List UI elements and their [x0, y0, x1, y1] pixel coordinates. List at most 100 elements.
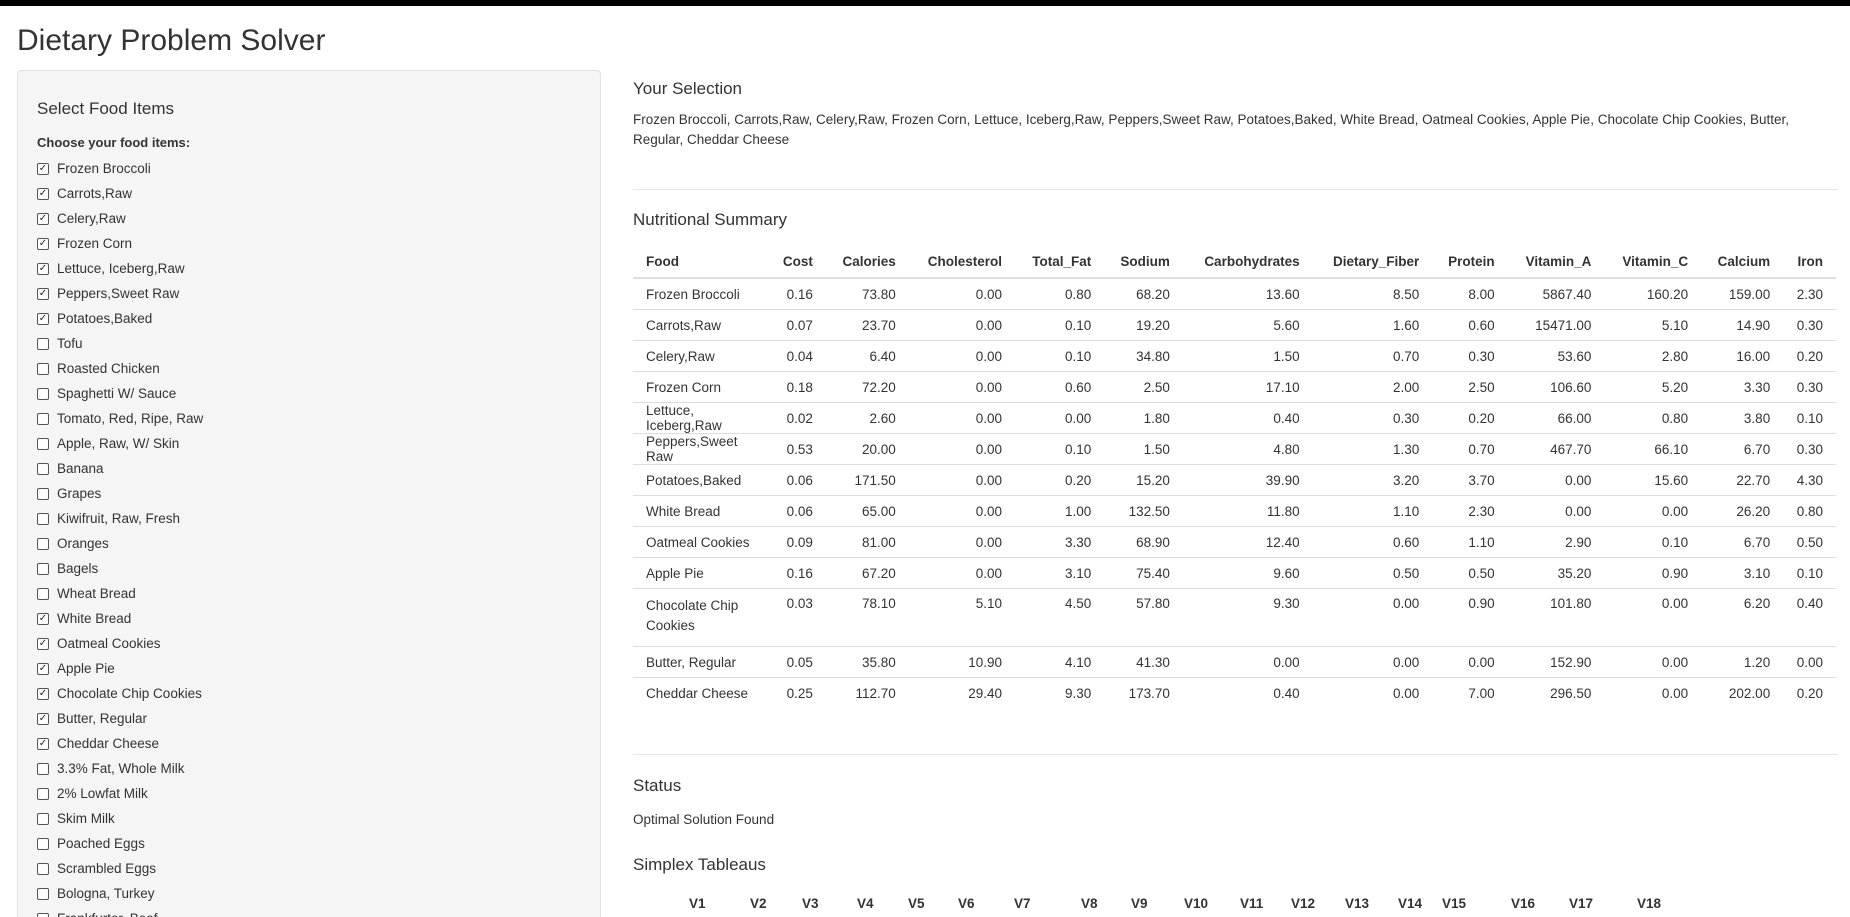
value-cell: 57.80 [1104, 588, 1183, 647]
food-checkbox-item[interactable]: ✓ Chocolate Chip Cookies [37, 681, 203, 706]
app-title: Dietary Problem Solver [17, 24, 326, 57]
food-checkbox-item[interactable]: ✓ Lettuce, Iceberg,Raw [37, 256, 203, 281]
food-checkbox-item[interactable]: ✓ Potatoes,Baked [37, 306, 203, 331]
divider [633, 189, 1838, 190]
checkbox-unchecked-icon[interactable] [37, 412, 49, 425]
checkbox-unchecked-icon[interactable] [37, 587, 49, 600]
checkbox-checked-icon[interactable]: ✓ [37, 212, 49, 225]
food-checkbox-item[interactable]: ✓ Apple Pie [37, 656, 203, 681]
checkbox-checked-icon[interactable]: ✓ [37, 612, 49, 625]
food-checkbox-item[interactable]: Bologna, Turkey [37, 881, 203, 906]
value-cell: 22.70 [1701, 464, 1784, 496]
food-checkbox-item[interactable]: ✓ Butter, Regular [37, 706, 203, 731]
checkbox-unchecked-icon[interactable] [37, 487, 49, 500]
food-checkbox-item[interactable]: ✓ Carrots,Raw [37, 181, 203, 206]
checkbox-checked-icon[interactable]: ✓ [37, 287, 49, 300]
value-cell: 0.30 [1783, 371, 1836, 403]
checkbox-checked-icon[interactable]: ✓ [37, 637, 49, 650]
value-cell: 0.00 [908, 277, 1015, 310]
food-item-label: Potatoes,Baked [57, 311, 153, 326]
food-name-cell: Celery,Raw [633, 340, 769, 372]
table-row: Lettuce, Iceberg,Raw 0.02 2.60 0.00 0.00 1.80… [633, 402, 1836, 434]
value-cell: 0.00 [908, 464, 1015, 496]
food-checkbox-item[interactable]: Banana [37, 456, 203, 481]
checkbox-checked-icon[interactable]: ✓ [37, 237, 49, 250]
value-cell: 0.50 [1312, 557, 1433, 589]
food-checkbox-item[interactable]: Tomato, Red, Ripe, Raw [37, 406, 203, 431]
tableau-column-header: V1 [689, 896, 706, 911]
value-cell: 171.50 [825, 464, 909, 496]
value-cell: 0.25 [769, 677, 826, 708]
value-cell: 0.18 [769, 371, 826, 403]
checkbox-unchecked-icon[interactable] [37, 462, 49, 475]
food-checkbox-item[interactable]: Roasted Chicken [37, 356, 203, 381]
tableau-column-header: V6 [958, 896, 975, 911]
food-checkbox-item[interactable]: Grapes [37, 481, 203, 506]
food-checkbox-item[interactable]: Skim Milk [37, 806, 203, 831]
checkbox-checked-icon[interactable]: ✓ [37, 737, 49, 750]
food-checkbox-item[interactable]: Scrambled Eggs [37, 856, 203, 881]
checkbox-unchecked-icon[interactable] [37, 912, 49, 917]
food-checkbox-item[interactable]: ✓ White Bread [37, 606, 203, 631]
food-checkbox-item[interactable]: Spaghetti W/ Sauce [37, 381, 203, 406]
food-checkbox-item[interactable]: ✓ Cheddar Cheese [37, 731, 203, 756]
food-checkbox-item[interactable]: ✓ Frozen Broccoli [37, 156, 203, 181]
food-item-label: 2% Lowfat Milk [57, 786, 148, 801]
food-item-label: Tofu [57, 336, 83, 351]
checkbox-unchecked-icon[interactable] [37, 812, 49, 825]
tableau-column-header: V16 [1511, 896, 1536, 911]
food-checkbox-item[interactable]: Wheat Bread [37, 581, 203, 606]
food-checkbox-item[interactable]: 3.3% Fat, Whole Milk [37, 756, 203, 781]
checkbox-checked-icon[interactable]: ✓ [37, 712, 49, 725]
checkbox-unchecked-icon[interactable] [37, 837, 49, 850]
food-checkbox-item[interactable]: ✓ Oatmeal Cookies [37, 631, 203, 656]
food-checkbox-item[interactable]: Frankfurter, Beef [37, 906, 203, 917]
food-item-label: Roasted Chicken [57, 361, 160, 376]
food-checkbox-item[interactable]: Poached Eggs [37, 831, 203, 856]
food-name-cell: Butter, Regular [633, 646, 769, 678]
checkbox-unchecked-icon[interactable] [37, 862, 49, 875]
checkbox-unchecked-icon[interactable] [37, 362, 49, 375]
food-checkbox-item[interactable]: ✓ Frozen Corn [37, 231, 203, 256]
column-header: Carbohydrates [1182, 246, 1313, 279]
food-checkbox-item[interactable]: Bagels [37, 556, 203, 581]
value-cell: 0.40 [1182, 677, 1313, 708]
checkbox-unchecked-icon[interactable] [37, 887, 49, 900]
food-checkbox-item[interactable]: Kiwifruit, Raw, Fresh [37, 506, 203, 531]
tableau-column-header: V10 [1184, 896, 1209, 911]
food-item-label: White Bread [57, 611, 132, 626]
value-cell: 39.90 [1182, 464, 1313, 496]
food-checkbox-item[interactable]: 2% Lowfat Milk [37, 781, 203, 806]
checkbox-unchecked-icon[interactable] [37, 562, 49, 575]
food-name-cell: White Bread [633, 495, 769, 527]
checkbox-unchecked-icon[interactable] [37, 537, 49, 550]
food-checkbox-item[interactable]: ✓ Peppers,Sweet Raw [37, 281, 203, 306]
value-cell: 68.90 [1104, 526, 1183, 558]
checkbox-checked-icon[interactable]: ✓ [37, 187, 49, 200]
food-checkbox-item[interactable]: Apple, Raw, W/ Skin [37, 431, 203, 456]
checkbox-checked-icon[interactable]: ✓ [37, 262, 49, 275]
value-cell: 0.06 [769, 495, 826, 527]
checkbox-unchecked-icon[interactable] [37, 762, 49, 775]
food-item-label: Oatmeal Cookies [57, 636, 161, 651]
checkbox-unchecked-icon[interactable] [37, 387, 49, 400]
checkbox-checked-icon[interactable]: ✓ [37, 662, 49, 675]
checkbox-unchecked-icon[interactable] [37, 337, 49, 350]
checkbox-unchecked-icon[interactable] [37, 512, 49, 525]
value-cell: 1.80 [1104, 402, 1183, 434]
checkbox-checked-icon[interactable]: ✓ [37, 687, 49, 700]
checkbox-unchecked-icon[interactable] [37, 437, 49, 450]
value-cell: 0.50 [1783, 526, 1836, 558]
value-cell: 1.50 [1182, 340, 1313, 372]
value-cell: 5.60 [1182, 309, 1313, 341]
checkbox-unchecked-icon[interactable] [37, 787, 49, 800]
food-checkbox-item[interactable]: ✓ Celery,Raw [37, 206, 203, 231]
food-checkbox-item[interactable]: Tofu [37, 331, 203, 356]
value-cell: 0.06 [769, 464, 826, 496]
checkbox-checked-icon[interactable]: ✓ [37, 312, 49, 325]
food-checkbox-item[interactable]: Oranges [37, 531, 203, 556]
checkbox-checked-icon[interactable]: ✓ [37, 162, 49, 175]
value-cell: 0.90 [1432, 588, 1508, 647]
value-cell: 0.10 [1604, 526, 1702, 558]
value-cell: 0.20 [1783, 677, 1836, 708]
